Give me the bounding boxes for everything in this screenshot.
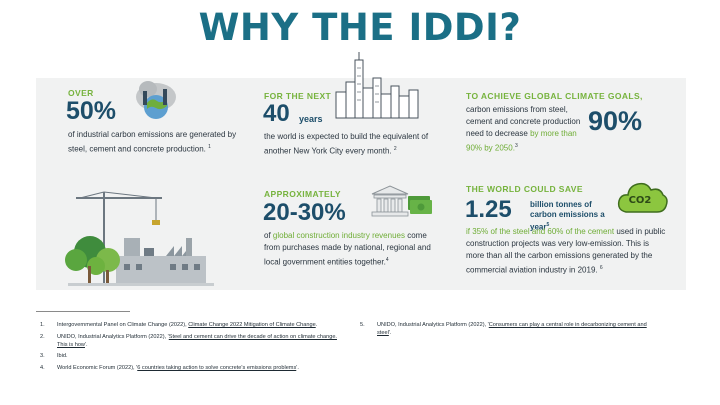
- footnote-4: 4. World Economic Forum (2022), '6 count…: [40, 365, 299, 372]
- footnote-1: 1. Intergovernmental Panel on Climate Ch…: [40, 322, 318, 328]
- stat-5-kicker: THE WORLD COULD SAVE: [466, 184, 583, 194]
- stat-1-value: 50%: [66, 97, 117, 125]
- footnote-2: 2. UNIDO, Industrial Analytics Platform …: [40, 333, 337, 348]
- stat-4-text: of global construction industry revenues…: [264, 231, 431, 267]
- factory-globe-icon: [136, 81, 176, 119]
- footnote-3: 3. Ibid.: [40, 353, 68, 360]
- city-skyline-icon: [335, 52, 419, 119]
- page-title: WHY THE IDDI?: [198, 6, 522, 49]
- stat-2-kicker: FOR THE NEXT: [264, 91, 332, 101]
- stat-5-text: if 35% of the steel and 60% of the cemen…: [466, 227, 666, 275]
- stat-2-text: the world is expected to build the equiv…: [264, 132, 429, 156]
- stat-2-unit: years: [299, 114, 323, 124]
- stat-3-value: 90%: [588, 106, 643, 136]
- footnote-5: 5. UNIDO, Industrial Analytics Platform …: [360, 322, 647, 336]
- stat-1-kicker: OVER: [68, 88, 94, 98]
- stat-4-value: 20-30%: [263, 199, 346, 226]
- stat-5-value: 1.25: [465, 196, 512, 223]
- government-building-money-icon: [371, 185, 432, 217]
- footnotes-left: 1. Intergovernmental Panel on Climate Ch…: [40, 322, 342, 377]
- footnotes-right: 5. UNIDO, Industrial Analytics Platform …: [360, 322, 660, 342]
- co2-label: CO2: [629, 195, 652, 206]
- stat-2-value: 40: [263, 100, 290, 127]
- stat-5-unit: billion tonnes of carbon emissions a yea…: [530, 200, 605, 232]
- co2-cloud-icon: CO2: [617, 182, 668, 213]
- industrial-landscape-illustration: [65, 191, 214, 286]
- stat-3-kicker: TO ACHIEVE GLOBAL CLIMATE GOALS,: [466, 91, 643, 101]
- stat-3-text: carbon emissions from steel, cement and …: [466, 105, 581, 153]
- stat-1-text: of industrial carbon emissions are gener…: [68, 130, 237, 154]
- footnote-1-link[interactable]: Climate Change 2022 Mitigation of Climat…: [188, 322, 316, 328]
- footnote-4-link[interactable]: 6 countries taking action to solve concr…: [137, 365, 297, 372]
- footnote-5-link[interactable]: Consumers can play a central role in dec…: [377, 322, 647, 336]
- footnote-2-link[interactable]: Steel and cement can drive the decade of…: [57, 333, 337, 348]
- stat-4-kicker: APPROXIMATELY: [264, 189, 341, 199]
- footnote-divider: [36, 311, 130, 312]
